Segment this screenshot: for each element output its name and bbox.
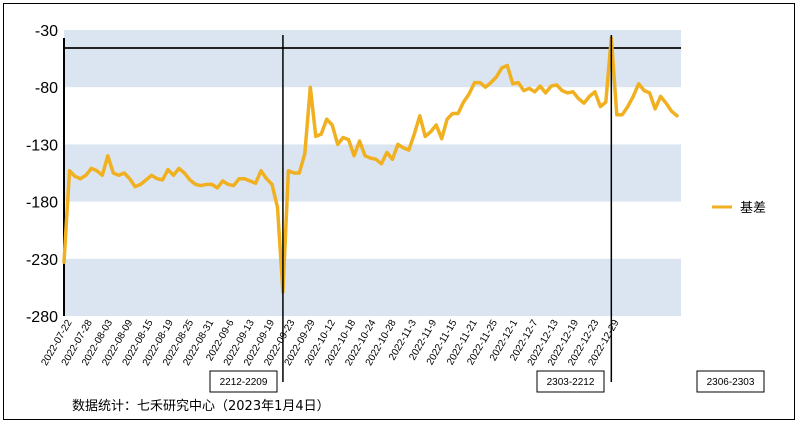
series-layer bbox=[62, 36, 679, 294]
contract-label: 2306-2303 bbox=[707, 377, 755, 388]
contract-label-box bbox=[209, 370, 278, 393]
source-note: 数据统计：七禾研究中心（2023年1月4日） bbox=[72, 399, 330, 414]
legend-label: 基差 bbox=[740, 201, 766, 216]
y-tick-label: -130 bbox=[26, 137, 58, 154]
x-axis: 2022-07-222022-07-282022-08-032022-08-09… bbox=[39, 318, 621, 368]
contract-label-box bbox=[536, 370, 605, 393]
y-axis: -30 -80 -130 -180 -230 -280 bbox=[26, 23, 58, 326]
y-tick-label: -280 bbox=[26, 309, 58, 326]
grid-band bbox=[64, 30, 681, 88]
contract-annotations: 2212-2209 2303-2212 2306-2303 bbox=[209, 35, 765, 393]
legend: 基差 bbox=[712, 201, 766, 216]
y-tick-label: -230 bbox=[26, 252, 58, 269]
contract-label: 2212-2209 bbox=[220, 377, 268, 388]
plot-frame bbox=[63, 38, 681, 316]
y-tick-label: -180 bbox=[26, 195, 58, 212]
y-tick-label: -30 bbox=[35, 23, 58, 40]
grid-bands bbox=[64, 30, 681, 316]
contract-label: 2303-2212 bbox=[547, 377, 595, 388]
grid-band bbox=[64, 144, 681, 202]
series-line-jicha bbox=[62, 36, 679, 294]
y-tick-label: -80 bbox=[35, 80, 58, 97]
contract-label-box bbox=[696, 370, 765, 393]
grid-band bbox=[64, 258, 681, 316]
